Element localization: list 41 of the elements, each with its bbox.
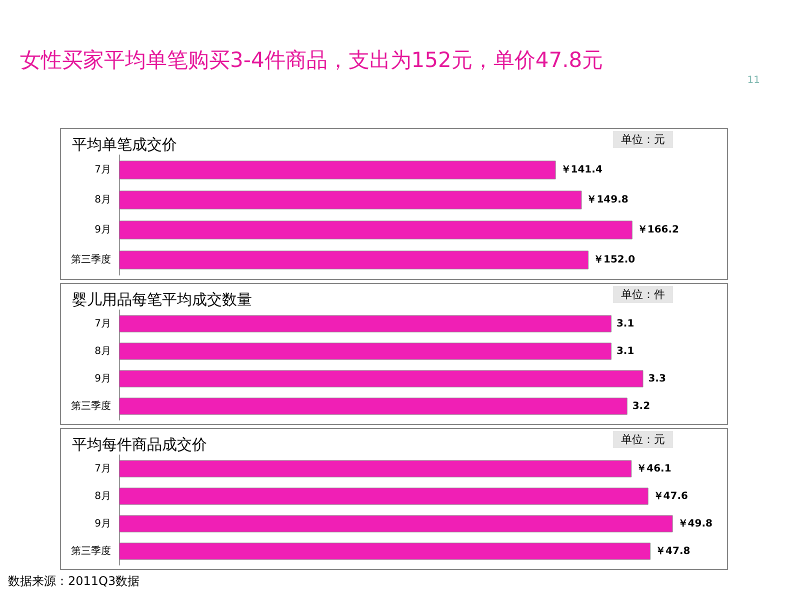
y-tick-label: 7月	[94, 463, 111, 474]
chart-subtitle: 单位：元	[621, 133, 665, 146]
data-label: ￥166.2	[637, 224, 680, 236]
source-note: 数据来源：2011Q3数据	[8, 573, 140, 590]
bar	[119, 190, 582, 210]
bar	[119, 515, 673, 532]
data-label: ￥152.0	[594, 254, 636, 266]
bar	[119, 542, 651, 560]
data-label: 3.1	[616, 318, 634, 330]
data-label: ￥141.4	[560, 164, 602, 176]
chart-title: 平均单笔成交价	[72, 136, 177, 154]
bar	[119, 250, 589, 270]
data-label: 3.1	[616, 346, 634, 357]
bar	[119, 220, 632, 240]
y-tick-label: 第三季度	[71, 544, 111, 557]
text: 11	[747, 75, 760, 86]
y-tick-label: 8月	[94, 194, 111, 206]
text: 女性买家平均单笔购买3-4件商品，支出为152元，单价47.8元	[20, 47, 604, 74]
y-tick-label: 9月	[94, 224, 111, 236]
data-label: ￥47.8	[656, 546, 690, 557]
data-label: ￥149.8	[586, 194, 628, 206]
bar	[119, 488, 648, 505]
bar	[119, 160, 556, 180]
y-tick-label: 7月	[94, 318, 111, 330]
data-label: ￥46.1	[636, 463, 672, 474]
y-tick-label: 7月	[94, 164, 111, 176]
data-label: ￥49.8	[678, 518, 712, 530]
chart-title: 平均每件商品成交价	[72, 436, 207, 454]
data-label: 3.2	[632, 400, 650, 412]
y-tick-label: 8月	[94, 490, 111, 502]
chart-title: 婴儿用品每笔平均成交数量	[72, 290, 252, 308]
y-tick-label: 8月	[94, 346, 111, 357]
data-label: 3.3	[648, 373, 666, 384]
y-tick-label: 9月	[94, 373, 111, 384]
y-tick-label: 第三季度	[71, 400, 111, 412]
y-tick-label: 9月	[94, 518, 111, 530]
bar	[119, 460, 632, 478]
chart-subtitle: 单位：元	[621, 433, 665, 446]
y-tick-label: 第三季度	[71, 254, 111, 266]
chart-subtitle: 单位：件	[621, 288, 665, 301]
data-label: ￥47.6	[653, 490, 688, 502]
